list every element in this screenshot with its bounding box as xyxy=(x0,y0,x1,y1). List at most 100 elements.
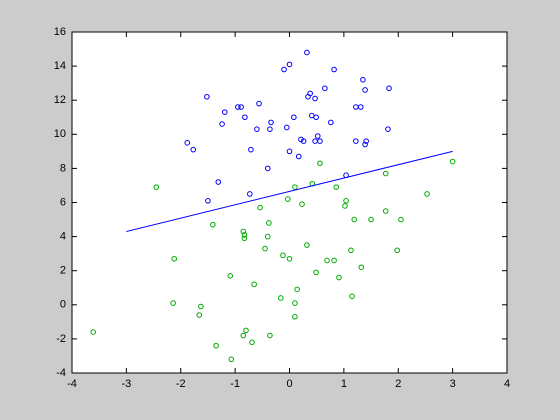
y-tick-label: 2 xyxy=(60,265,66,277)
point xyxy=(385,126,391,132)
point xyxy=(382,208,389,214)
point xyxy=(357,104,364,110)
point xyxy=(267,332,273,339)
point xyxy=(213,342,219,349)
point xyxy=(281,66,287,73)
point xyxy=(342,203,348,209)
point xyxy=(317,138,323,144)
point xyxy=(184,140,191,146)
point xyxy=(249,339,255,346)
point xyxy=(241,232,248,238)
point xyxy=(313,269,319,276)
point xyxy=(278,295,284,301)
point xyxy=(240,332,247,339)
y-tick-label: 4 xyxy=(60,231,66,243)
point xyxy=(314,133,321,139)
point xyxy=(286,148,293,155)
point xyxy=(349,293,355,300)
point xyxy=(257,204,263,211)
point xyxy=(304,242,310,248)
point xyxy=(291,114,297,121)
x-tick-label: -4 xyxy=(67,378,77,390)
point xyxy=(343,197,349,204)
point xyxy=(215,179,222,185)
point xyxy=(386,85,392,92)
point xyxy=(235,104,241,110)
point xyxy=(300,138,307,144)
point xyxy=(254,126,260,132)
y-tick-label: -2 xyxy=(56,333,66,345)
x-tick-label: 0 xyxy=(286,378,292,390)
point xyxy=(219,121,225,127)
y-tick-label: -4 xyxy=(56,367,66,379)
point xyxy=(204,93,210,100)
point xyxy=(267,126,273,132)
point xyxy=(190,146,197,153)
point xyxy=(317,160,323,167)
point xyxy=(328,119,334,126)
point xyxy=(196,312,203,318)
x-tick-label: -3 xyxy=(121,378,131,390)
y-tick-label: 10 xyxy=(54,128,66,140)
point xyxy=(299,201,305,208)
point xyxy=(171,255,178,262)
point xyxy=(228,356,235,363)
point xyxy=(312,95,318,102)
point xyxy=(283,124,290,131)
point xyxy=(424,191,430,197)
x-tick-label: -1 xyxy=(230,378,240,390)
x-tick-label: -2 xyxy=(176,378,186,390)
point xyxy=(292,313,298,320)
point xyxy=(398,216,404,223)
point xyxy=(266,220,272,226)
point xyxy=(305,93,311,100)
point xyxy=(268,119,274,126)
point xyxy=(331,257,337,264)
point xyxy=(210,221,216,228)
point xyxy=(285,196,291,202)
point xyxy=(242,114,248,121)
y-tick-label: 16 xyxy=(54,26,66,38)
point xyxy=(205,197,211,204)
point xyxy=(221,109,228,115)
point xyxy=(362,87,368,93)
point xyxy=(247,191,253,197)
x-tick-label: 3 xyxy=(450,378,456,390)
fit-line xyxy=(126,150,453,232)
point xyxy=(198,303,204,310)
point xyxy=(358,264,365,271)
point xyxy=(240,228,247,235)
point xyxy=(248,146,254,153)
point xyxy=(241,235,248,242)
point xyxy=(264,233,271,240)
point xyxy=(394,247,400,254)
y-tick-label: 8 xyxy=(60,162,66,174)
point xyxy=(256,100,262,107)
point xyxy=(251,281,257,288)
x-tick-label: 4 xyxy=(504,378,510,390)
point xyxy=(238,104,244,110)
point xyxy=(353,138,359,144)
point xyxy=(280,252,286,259)
point xyxy=(264,165,271,172)
point xyxy=(362,141,368,148)
point xyxy=(382,170,389,177)
point xyxy=(243,327,249,334)
point xyxy=(363,138,369,144)
point xyxy=(292,184,298,190)
point xyxy=(294,286,300,293)
point xyxy=(170,300,176,306)
x-tick-label: 1 xyxy=(341,378,347,390)
point xyxy=(304,49,310,56)
point xyxy=(360,76,366,83)
plot-area xyxy=(71,31,508,374)
point xyxy=(449,158,456,165)
point xyxy=(348,247,354,254)
point xyxy=(286,61,293,68)
point xyxy=(324,257,330,264)
point xyxy=(292,300,298,306)
point xyxy=(90,329,97,335)
y-tick-label: 14 xyxy=(54,60,66,72)
